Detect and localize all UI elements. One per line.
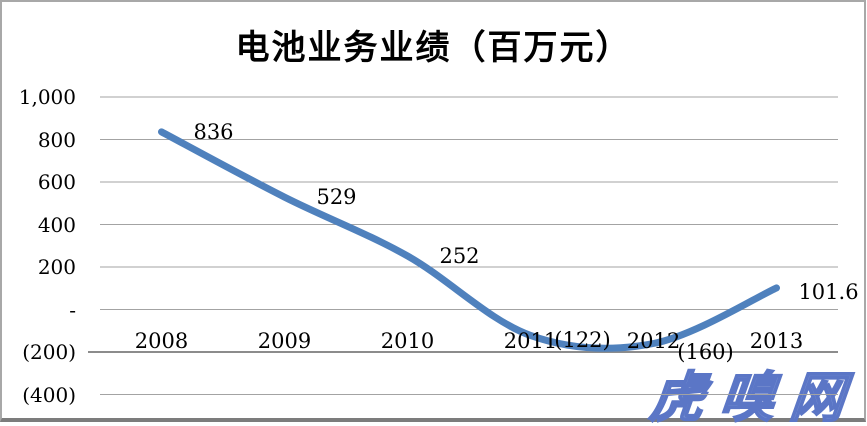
chart-title: 电池业务业绩（百万元） xyxy=(235,28,632,68)
y-tick-label: 800 xyxy=(37,127,76,152)
data-point-label: (160) xyxy=(677,339,734,364)
y-tick-label: (200) xyxy=(22,340,76,364)
y-tick-label: (400) xyxy=(22,382,76,407)
y-tick-label: 600 xyxy=(37,170,76,194)
y-tick-label: 1,000 xyxy=(18,85,76,109)
x-tick-label: 2010 xyxy=(380,329,435,353)
data-point-label: 101.6 xyxy=(798,279,859,304)
data-point-label: 529 xyxy=(316,185,357,210)
x-tick-label: 2013 xyxy=(749,329,804,353)
y-tick-label: 200 xyxy=(37,255,76,279)
x-tick-label: 2008 xyxy=(134,329,189,353)
y-tick-label: - xyxy=(69,297,76,322)
x-tick-label: 2011 xyxy=(503,329,558,353)
series-line xyxy=(158,128,780,352)
data-point-label: (122) xyxy=(554,328,611,353)
data-point-label: 836 xyxy=(193,119,234,144)
y-tick-label: 400 xyxy=(37,212,76,237)
x-tick-label: 2009 xyxy=(257,329,312,353)
x-tick-label: 2012 xyxy=(626,329,681,353)
data-point-label: 252 xyxy=(439,243,480,268)
